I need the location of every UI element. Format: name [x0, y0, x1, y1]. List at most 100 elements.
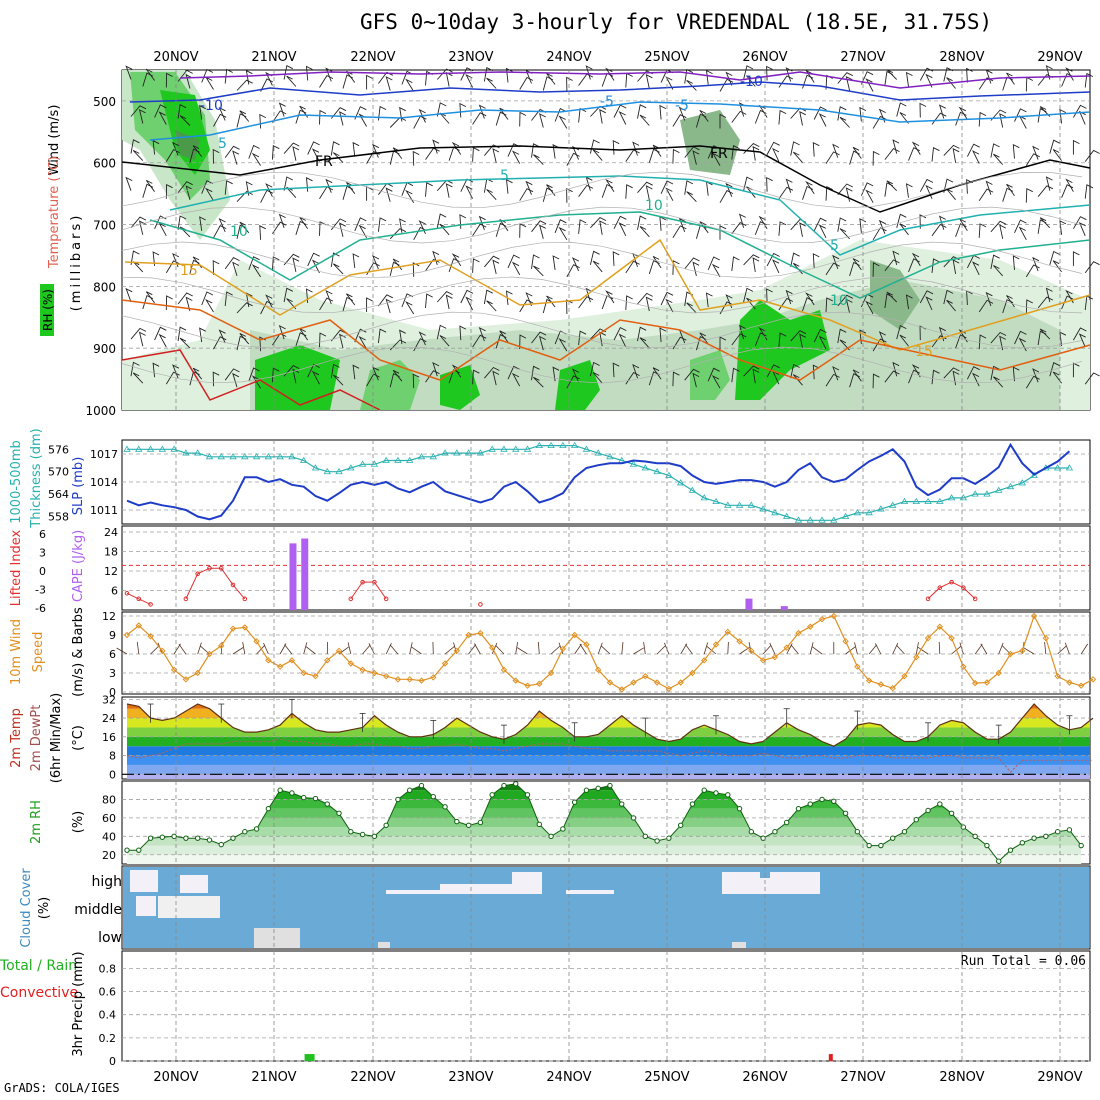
thickness-marker [877, 505, 885, 512]
wind-barb [366, 373, 380, 387]
temp-tick-label: 8 [109, 750, 116, 763]
wind-barb [358, 224, 367, 239]
wind-barb [185, 185, 193, 200]
thickness-marker [1018, 479, 1026, 486]
wind-barb [705, 181, 713, 196]
wind-barb [1002, 187, 1014, 202]
wind-speed-point [1066, 679, 1073, 686]
wind-barb [432, 139, 440, 154]
wind-barb [659, 104, 667, 120]
wind-speed-point [913, 653, 920, 661]
lifted-index-label: Lifted Index [9, 529, 24, 606]
wind-barb [205, 187, 214, 201]
wind-barb [486, 189, 497, 201]
rh-point [1066, 827, 1073, 833]
rh-point [866, 842, 872, 849]
wind-barb [919, 290, 934, 304]
rh-line [127, 783, 1082, 862]
cloud-block [180, 875, 208, 893]
cape-tick-label: 6 [111, 585, 118, 598]
wind-barb [978, 223, 987, 238]
wind-barb [505, 67, 513, 83]
wind-barb [248, 367, 260, 382]
wind-barb [1014, 108, 1027, 122]
wind-barb [839, 228, 850, 240]
wind-barb-10m [517, 647, 528, 655]
wind-barb [158, 111, 167, 125]
wind-speed-point [371, 669, 378, 677]
wind-barb [946, 77, 956, 89]
wind-speed-point [536, 680, 543, 687]
wind-barb [719, 113, 727, 129]
wind-barb-10m [974, 644, 983, 655]
wind-barb [1002, 76, 1014, 91]
wind-barb [511, 150, 521, 164]
wind-barb [990, 220, 1007, 233]
wind-speed-point [559, 645, 567, 653]
wind-barb [425, 258, 440, 272]
wind-speed-point [382, 672, 390, 680]
wind-barb [837, 72, 854, 84]
date-label-bottom: 29NOV [1037, 1070, 1082, 1085]
wind-barb [413, 115, 427, 129]
rh-point [548, 833, 554, 840]
rh-tick-label: 80 [102, 793, 116, 806]
wind-barb [1061, 184, 1074, 198]
wind-barb [884, 148, 900, 160]
wind-barb [872, 115, 887, 129]
wind-barb [931, 223, 947, 237]
thickness-tick-label: 558 [48, 511, 69, 524]
wind-barb [802, 74, 814, 89]
wind-barb [958, 106, 968, 120]
wind-barb [1039, 328, 1051, 340]
wind-barb [766, 141, 780, 155]
wind-barb [213, 113, 227, 127]
lifted-index-line [126, 592, 151, 605]
wind-barb [1032, 145, 1040, 160]
wind-barb [342, 185, 354, 200]
wind-barb [125, 65, 133, 80]
wind-speed-point [206, 650, 213, 658]
thickness-marker [665, 471, 673, 478]
wind-barb [165, 260, 180, 274]
rh-contour [121, 346, 1083, 384]
wind-barb [332, 263, 344, 275]
wind-barb [539, 335, 546, 351]
wind-barb [578, 296, 594, 309]
rh-contour [121, 311, 1083, 349]
wind-barb [672, 148, 680, 164]
wind-barb [886, 69, 898, 80]
wind-barb [872, 338, 887, 352]
wind-barb-10m [579, 643, 587, 655]
wind-barb [511, 261, 521, 276]
wind-barb [639, 114, 650, 126]
wind-barb [589, 250, 600, 266]
thickness-tick-label: 576 [48, 443, 69, 456]
cape-bar [745, 598, 753, 610]
wind-barb [132, 372, 144, 384]
wind-speed-point [1019, 647, 1026, 655]
rh-point [795, 805, 802, 812]
panel-frame-cloud [121, 865, 1091, 950]
wind-barb [625, 295, 633, 311]
wind-barb [412, 150, 420, 166]
wind-barb [818, 113, 827, 127]
date-label-top: 26NOV [742, 50, 787, 65]
wind-barb [919, 178, 934, 192]
rh-point [689, 801, 696, 807]
wind-barb [990, 143, 1000, 158]
wind-barb [985, 69, 993, 84]
wind-barb [212, 260, 220, 275]
wind-barb-10m [656, 645, 666, 655]
wind-barb [418, 220, 426, 234]
cloud-block [440, 884, 512, 894]
contour-label: FR [710, 146, 728, 162]
thickness-marker [535, 441, 544, 448]
rh-band [127, 845, 1082, 855]
wind-barb [865, 189, 874, 203]
date-label-bottom: 27NOV [840, 1070, 885, 1085]
temp-tick-label: 24 [102, 712, 116, 725]
rh-point [136, 847, 142, 853]
wind-barb [999, 113, 1007, 128]
wind-barb [399, 329, 406, 345]
